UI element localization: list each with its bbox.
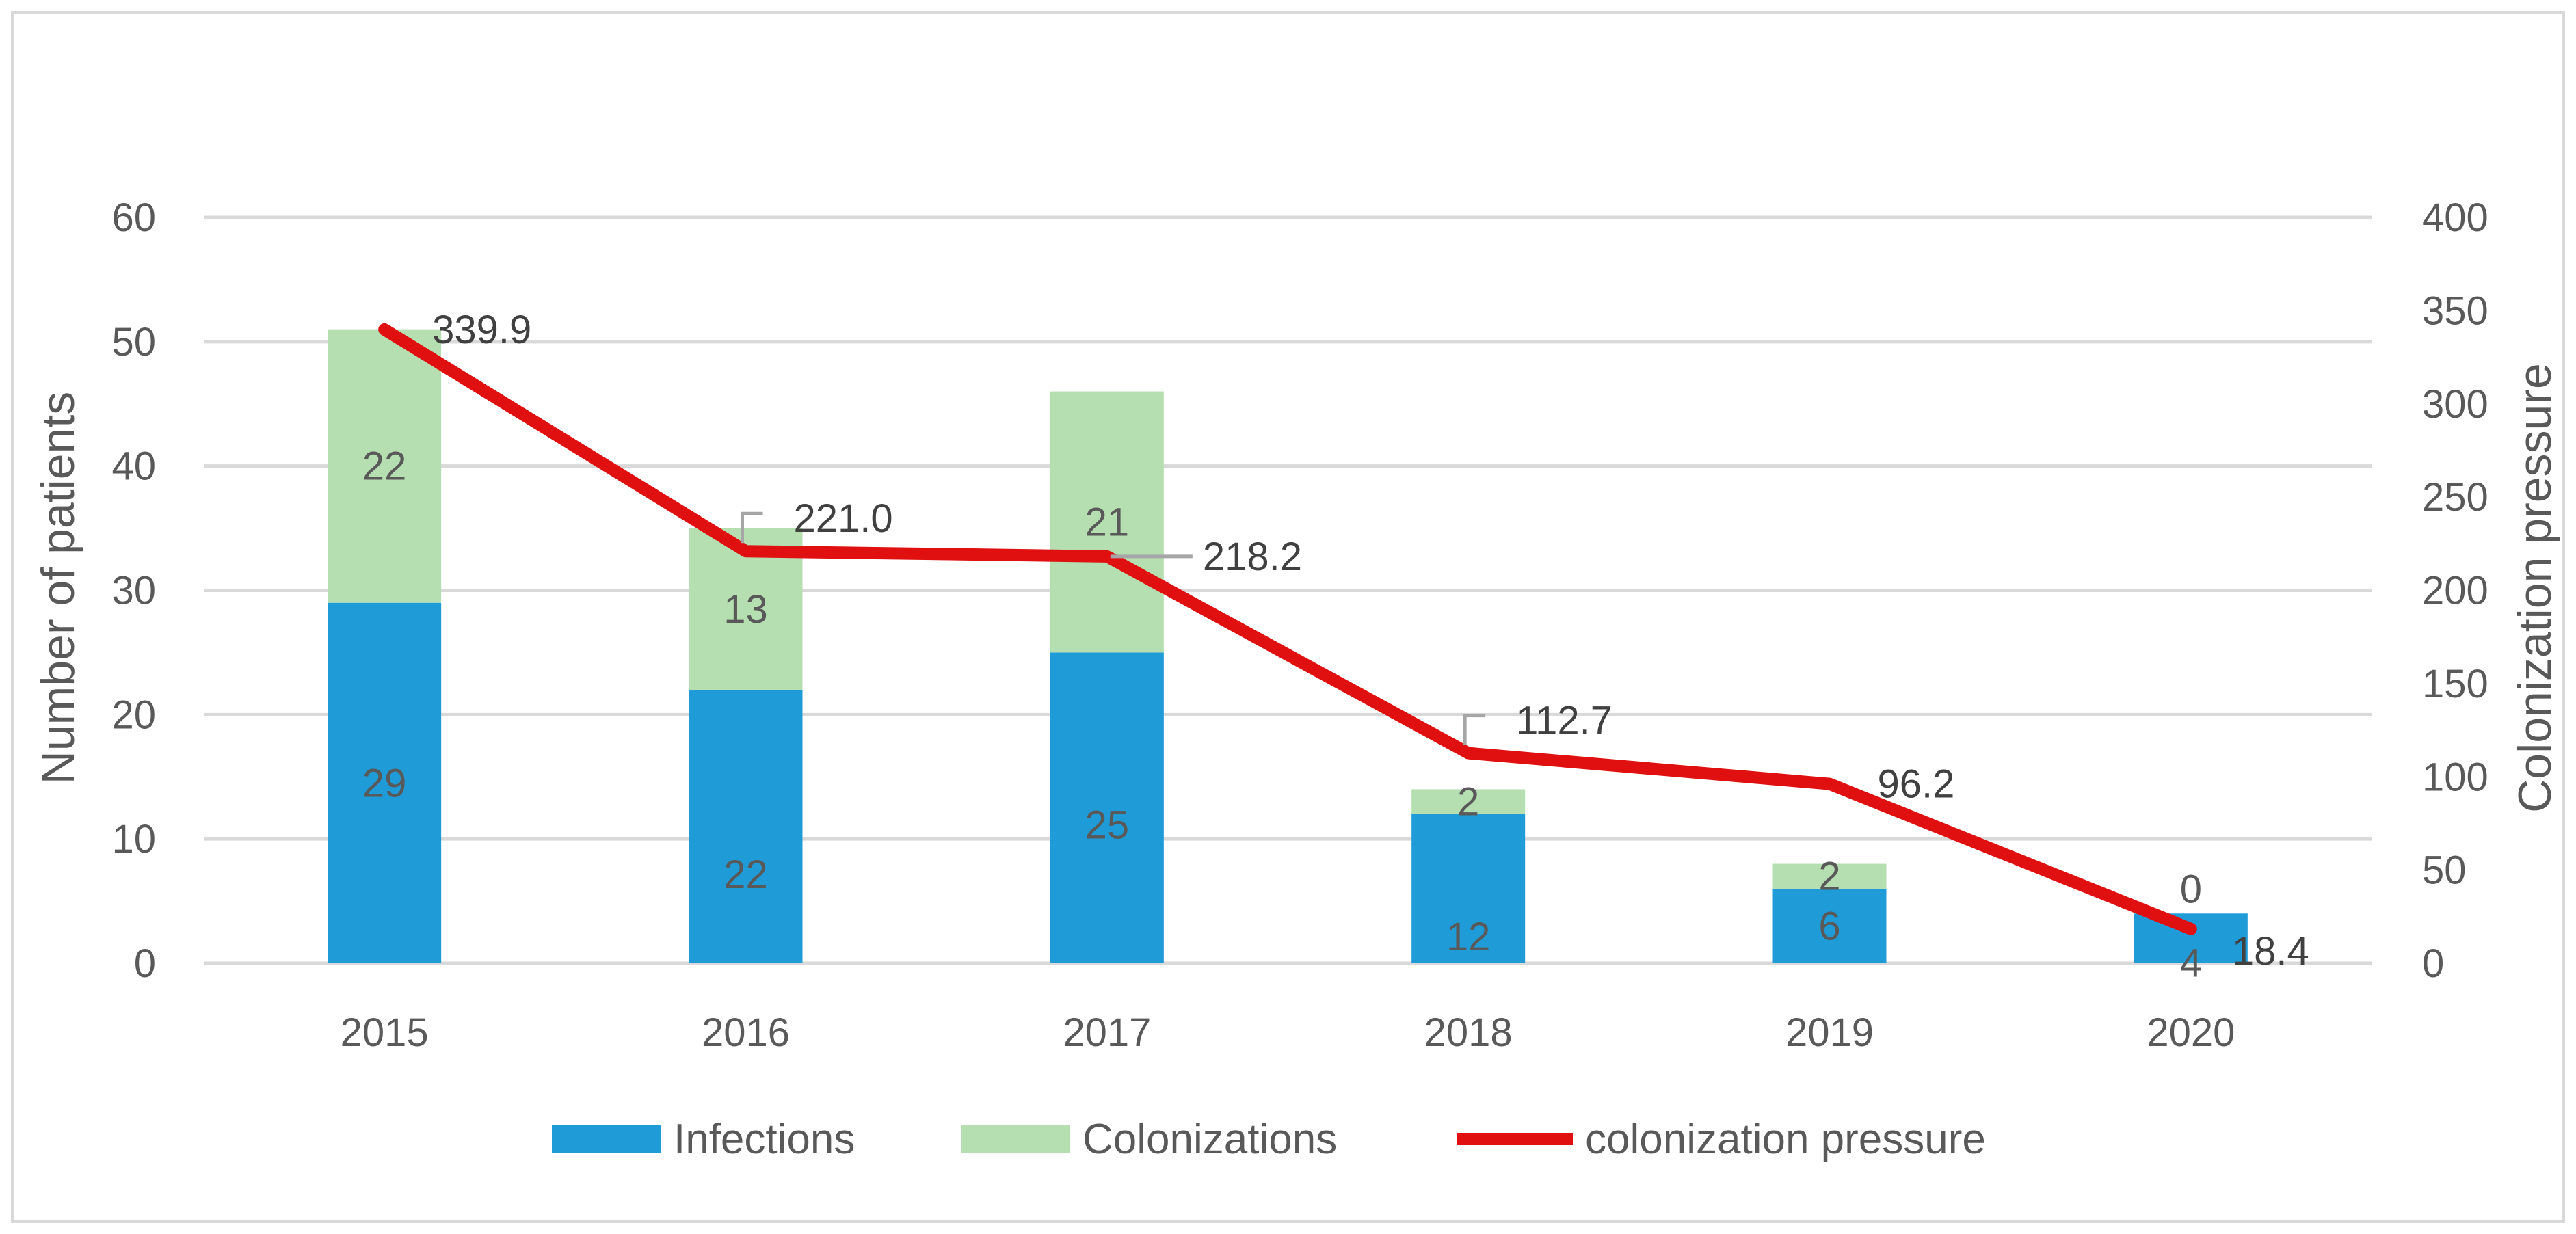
axes: Number of patients Colonization pressure… — [32, 196, 2561, 1055]
gridlines — [204, 215, 2372, 965]
label-leader-2016 — [741, 511, 763, 544]
x-tick-2016: 2016 — [702, 1010, 790, 1055]
bar-colonizations-2017 — [1050, 391, 1164, 653]
bar-label-infections-2019: 6 — [1818, 904, 1840, 948]
line-point-2019 — [1829, 783, 1831, 785]
bar-infections-2015 — [328, 602, 442, 963]
bar-label-infections-2015: 29 — [362, 761, 407, 805]
y2-tick-0: 0 — [2422, 941, 2444, 986]
y2-tick-400: 400 — [2422, 196, 2488, 240]
y2-tick-350: 350 — [2422, 289, 2488, 333]
bars — [328, 329, 2248, 963]
line-label-2019: 96.2 — [1878, 762, 1955, 807]
line-point-2020 — [2190, 928, 2192, 930]
bar-infections-2018 — [1411, 814, 1526, 963]
bar-colonizations-2018 — [1411, 789, 1526, 814]
legend-label-infections: Infections — [674, 1116, 855, 1163]
bar-infections-2020 — [2134, 913, 2248, 963]
line-label-2018: 112.7 — [1516, 699, 1612, 743]
bar-label-colonizations-2020: 0 — [2180, 867, 2202, 911]
x-tick-2017: 2017 — [1063, 1010, 1151, 1055]
y2-tick-100: 100 — [2422, 755, 2488, 799]
y-axis-title: Number of patients — [32, 392, 84, 785]
y-tick-20: 20 — [111, 693, 156, 737]
bar-label-colonizations-2016: 13 — [723, 587, 768, 632]
bar-infections-2019 — [1772, 888, 1887, 963]
y-tick-30: 30 — [111, 569, 156, 613]
line-series — [378, 323, 2197, 935]
y2-tick-200: 200 — [2422, 569, 2488, 613]
legend-swatch-infections — [552, 1125, 661, 1153]
y-tick-40: 40 — [111, 444, 156, 489]
line-point-2015 — [384, 328, 386, 330]
y2-axis-title: Colonization pressure — [2509, 363, 2561, 813]
x-tick-2020: 2020 — [2147, 1010, 2235, 1055]
y-tick-0: 0 — [134, 941, 156, 986]
line-colonization-pressure — [378, 323, 2197, 935]
bar-label-infections-2018: 12 — [1446, 915, 1491, 959]
y2-tick-150: 150 — [2422, 662, 2488, 706]
bar-infections-2017 — [1050, 652, 1164, 963]
legend-swatch-colonizations — [961, 1125, 1070, 1153]
data-labels: 29 22 22 13 25 21 12 2 6 2 4 0 339.9 221.0 218.2 112.7 9… — [362, 308, 2309, 986]
bar-label-colonizations-2018: 2 — [1457, 780, 1479, 824]
bar-label-colonizations-2015: 22 — [362, 444, 407, 489]
y-tick-10: 10 — [111, 817, 156, 861]
y2-tick-300: 300 — [2422, 382, 2488, 427]
bar-infections-2016 — [689, 689, 803, 963]
bar-label-colonizations-2017: 21 — [1085, 500, 1130, 544]
bar-colonizations-2015 — [328, 329, 442, 603]
x-tick-2018: 2018 — [1424, 1010, 1513, 1055]
legend: Infections Colonizations colonization pr… — [552, 1116, 1986, 1163]
y-tick-50: 50 — [111, 320, 156, 364]
line-point-2016 — [745, 550, 747, 552]
line-label-2015: 339.9 — [432, 308, 531, 352]
bar-colonizations-2019 — [1772, 863, 1887, 889]
legend-label-colonization-pressure: colonization pressure — [1585, 1116, 1986, 1163]
line-label-2016: 221.0 — [794, 496, 893, 541]
line-point-2018 — [1468, 752, 1470, 754]
bar-label-colonizations-2019: 2 — [1818, 855, 1840, 899]
x-tick-2015: 2015 — [341, 1010, 429, 1055]
x-tick-2019: 2019 — [1785, 1010, 1874, 1055]
y-tick-60: 60 — [111, 196, 156, 240]
bar-label-infections-2016: 22 — [723, 853, 768, 897]
line-label-2020: 18.4 — [2232, 929, 2309, 974]
y2-tick-50: 50 — [2422, 848, 2467, 893]
line-label-2017: 218.2 — [1203, 535, 1302, 579]
bar-label-infections-2020: 4 — [2180, 941, 2202, 986]
y2-tick-250: 250 — [2422, 475, 2488, 520]
label-leader-2018 — [1463, 714, 1486, 745]
legend-label-colonizations: Colonizations — [1083, 1116, 1337, 1163]
line-point-2017 — [1106, 555, 1108, 557]
bar-label-infections-2017: 25 — [1085, 803, 1130, 848]
